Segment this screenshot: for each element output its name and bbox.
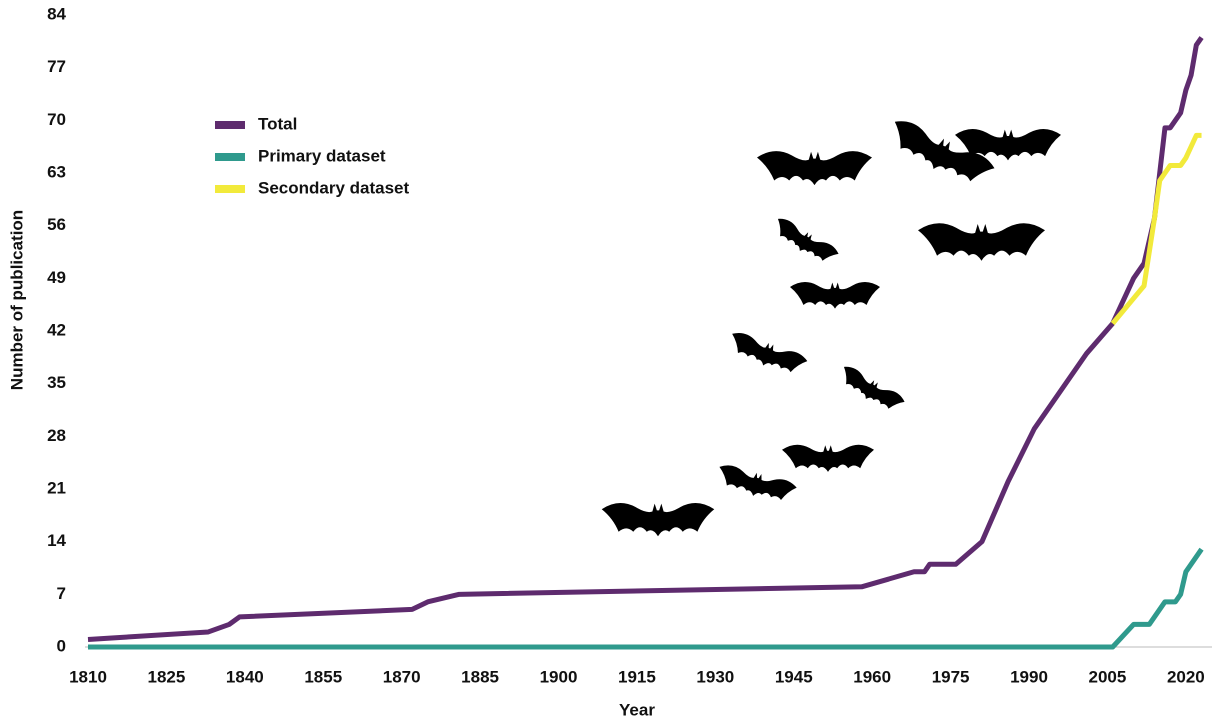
bat <box>714 462 798 507</box>
bat <box>918 223 1045 261</box>
x-axis-title: Year <box>619 700 655 719</box>
x-tick-label: 1945 <box>775 667 813 686</box>
bat-decoration <box>601 116 1061 537</box>
y-tick-label: 42 <box>47 320 66 339</box>
bat <box>601 503 715 537</box>
y-tick-label: 49 <box>47 268 66 287</box>
legend-label: Primary dataset <box>258 146 386 165</box>
x-tick-label: 1825 <box>148 667 186 686</box>
legend-label: Total <box>258 114 297 133</box>
y-tick-label: 14 <box>47 531 66 550</box>
y-tick-label: 28 <box>47 426 66 445</box>
y-tick-label: 70 <box>47 110 66 129</box>
bat <box>725 329 809 380</box>
x-tick-label: 1930 <box>696 667 734 686</box>
y-tick-label: 35 <box>47 373 66 392</box>
x-tick-label: 2005 <box>1089 667 1127 686</box>
bat <box>782 444 874 472</box>
bat <box>955 129 1061 161</box>
bat <box>835 363 907 417</box>
legend-label: Secondary dataset <box>258 178 410 197</box>
x-tick-label: 1840 <box>226 667 264 686</box>
bat <box>790 282 880 309</box>
y-tick-label: 7 <box>57 584 66 603</box>
y-tick-label: 84 <box>47 4 66 23</box>
x-tick-label: 1975 <box>932 667 970 686</box>
series-line <box>1110 132 1202 326</box>
y-tick-label: 56 <box>47 215 66 234</box>
x-tick-label: 1885 <box>461 667 499 686</box>
y-tick-label: 63 <box>47 162 66 181</box>
x-tick-label: 1870 <box>383 667 421 686</box>
series-line <box>87 36 1204 642</box>
y-tick-label: 77 <box>47 57 66 76</box>
y-tick-label: 21 <box>47 478 66 497</box>
x-tick-label: 1915 <box>618 667 656 686</box>
series-line <box>88 547 1204 650</box>
y-axis-title: Number of publication <box>7 210 26 390</box>
x-tick-label: 1990 <box>1010 667 1048 686</box>
bat <box>883 116 998 193</box>
x-tick-label: 1960 <box>853 667 891 686</box>
y-tick-label: 0 <box>57 636 66 655</box>
x-tick-label: 1900 <box>540 667 578 686</box>
x-tick-label: 1855 <box>304 667 342 686</box>
x-tick-label: 2020 <box>1167 667 1205 686</box>
x-tick-label: 1810 <box>69 667 107 686</box>
bat <box>769 215 841 269</box>
bat <box>757 151 872 186</box>
